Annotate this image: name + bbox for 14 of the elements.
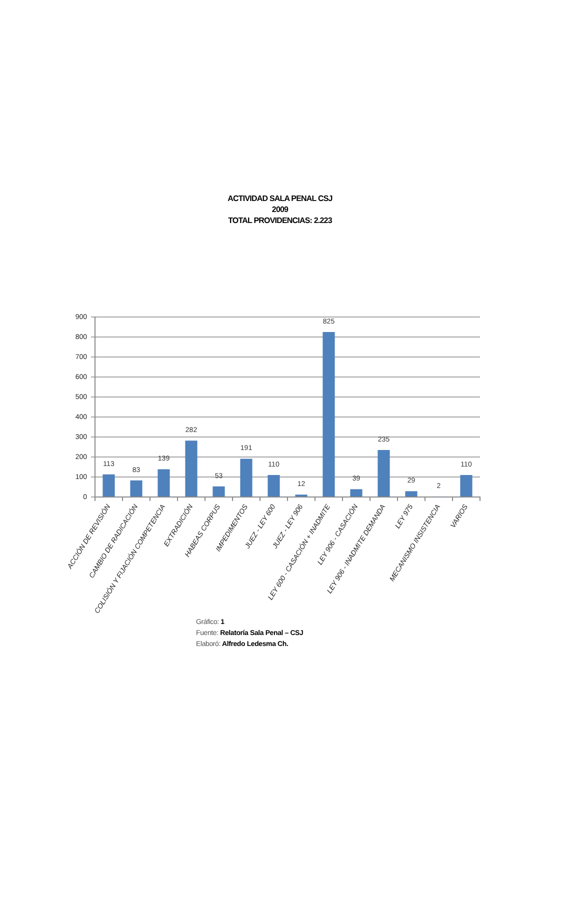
bar xyxy=(378,450,390,496)
bar xyxy=(240,458,252,496)
bar xyxy=(102,474,115,496)
bar xyxy=(185,440,198,496)
bar xyxy=(350,489,362,496)
chart-subtitle: 2009 TOTAL PROVIDENCIAS: 2.223 xyxy=(227,204,333,226)
bar xyxy=(212,486,225,496)
bar xyxy=(405,491,418,496)
bar xyxy=(268,475,280,496)
bar xyxy=(130,480,142,496)
bar xyxy=(322,332,335,496)
chart-title: ACTIVIDAD SALA PENAL CSJ xyxy=(226,193,334,204)
bar xyxy=(158,469,170,496)
bar xyxy=(460,475,472,496)
